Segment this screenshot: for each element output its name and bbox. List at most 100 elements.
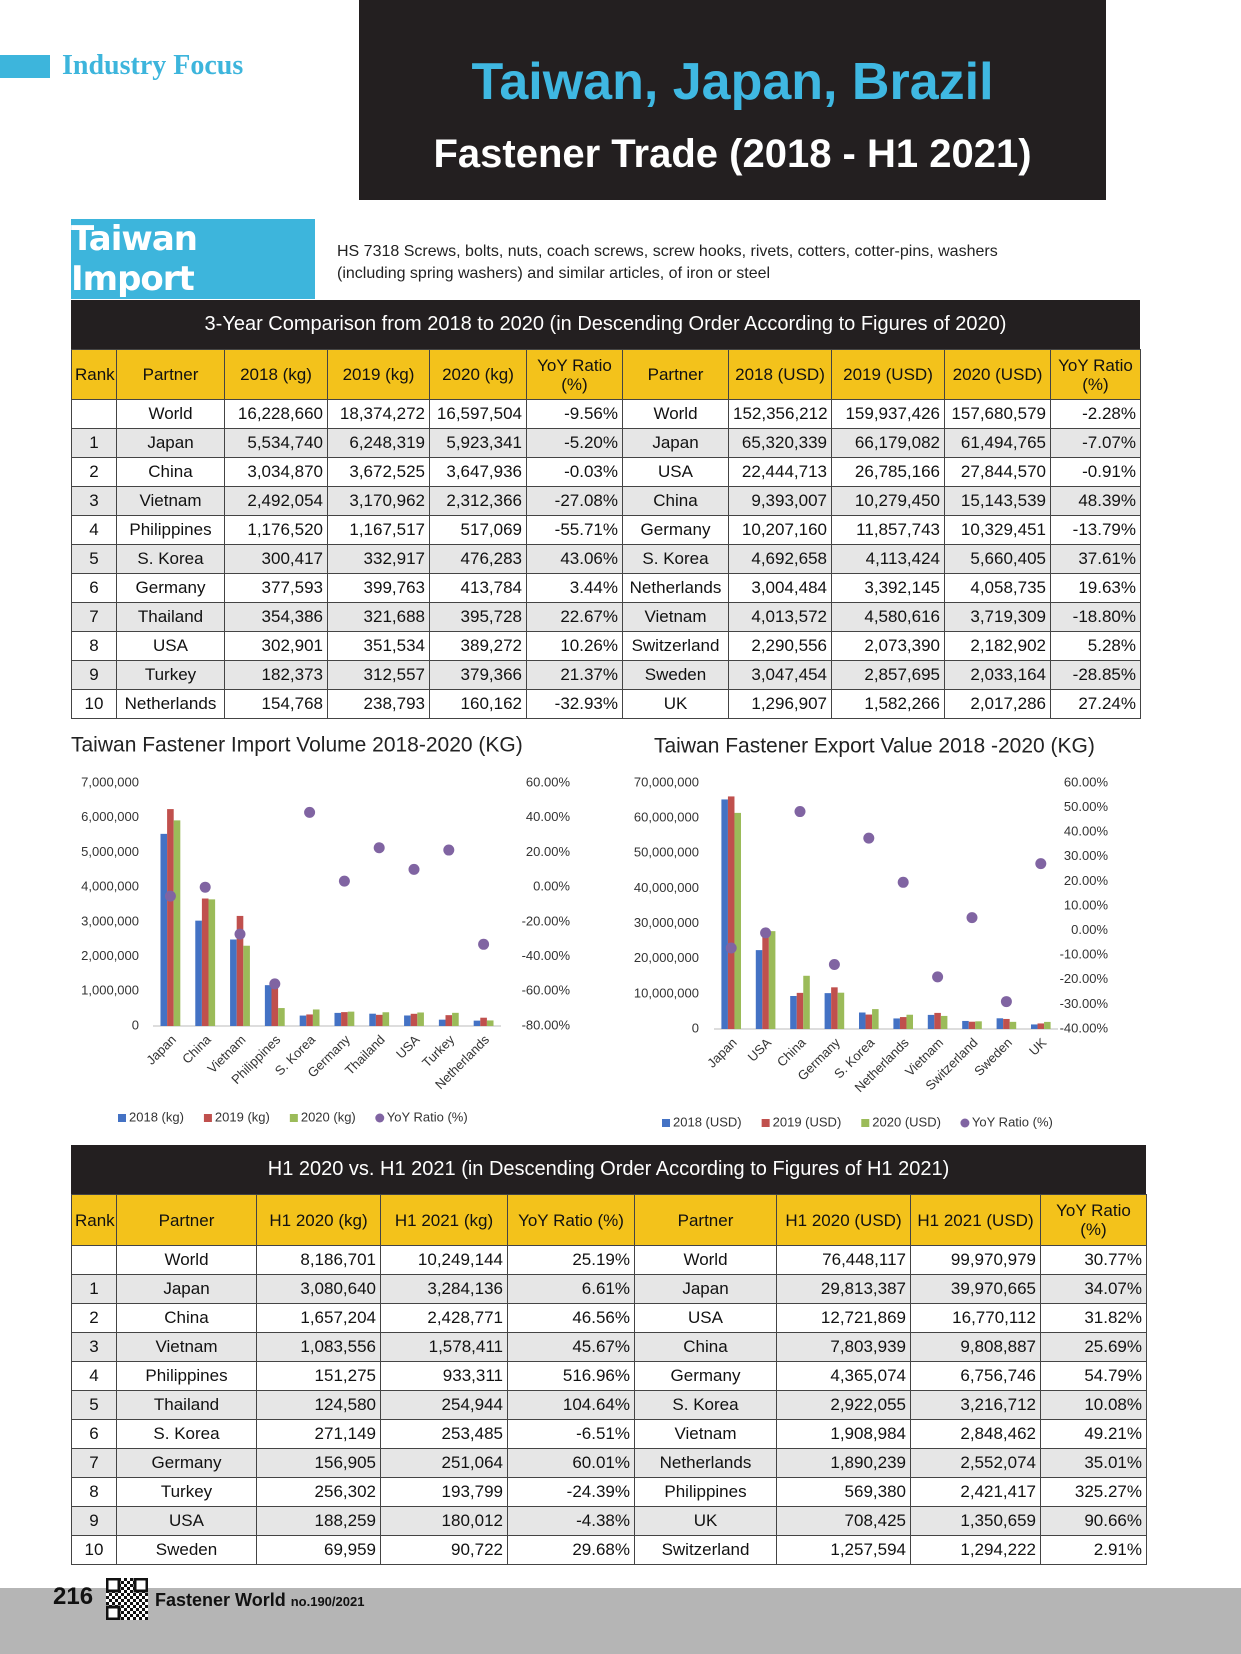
table-row: 4 Philippines 151,275 933,311 516.96% Germany…: [71, 1361, 1147, 1391]
column-header: YoY Ratio (%): [526, 349, 623, 400]
column-header: Partner: [116, 1194, 257, 1246]
cell: 25.19%: [507, 1245, 635, 1275]
legend-marker: [118, 1114, 126, 1122]
cell: 2,428,771: [380, 1303, 508, 1333]
cell: 2,492,054: [224, 486, 328, 516]
cell: 5,660,405: [944, 544, 1051, 574]
cell: 4: [71, 515, 117, 545]
cell: 19.63%: [1050, 573, 1141, 603]
legend-label: 2019 (kg): [215, 1109, 270, 1124]
cell: 4,365,074: [776, 1361, 911, 1391]
cell: 9,808,887: [910, 1332, 1041, 1362]
legend-marker: [203, 1114, 212, 1122]
title-box: Taiwan, Japan, Brazil Fastener Trade (20…: [359, 0, 1106, 200]
legend-label: YoY Ratio (%): [972, 1114, 1053, 1129]
cell: S. Korea: [622, 544, 729, 574]
yoy-dot: [1035, 858, 1047, 870]
cell: 1,083,556: [256, 1332, 381, 1362]
cell: 933,311: [380, 1361, 508, 1391]
column-header: Partner: [622, 349, 729, 400]
cell: Netherlands: [116, 689, 225, 719]
table-body: World 8,186,701 10,249,144 25.19% World 76,44…: [71, 1245, 1147, 1565]
bar: [934, 1012, 941, 1029]
bar: [243, 945, 250, 1026]
yoy-dot: [478, 938, 490, 950]
cell: 193,799: [380, 1477, 508, 1507]
bar: [734, 812, 742, 1029]
cell: 3,392,145: [831, 573, 945, 603]
cell: Philippines: [116, 515, 225, 545]
cell: 3.44%: [526, 573, 623, 603]
cell: 37.61%: [1050, 544, 1141, 574]
bar: [278, 1008, 285, 1026]
section-title: Taiwan Import: [71, 219, 315, 299]
y2-tick-label: 50.00%: [1064, 799, 1109, 814]
bar: [906, 1014, 914, 1029]
column-header: H1 2021 (kg): [380, 1194, 508, 1246]
cell: 1,257,594: [776, 1535, 911, 1565]
bar: [1003, 1018, 1010, 1029]
cell: [71, 1245, 117, 1275]
legend-marker: [861, 1119, 870, 1127]
yoy-dot: [164, 890, 176, 902]
cell: 3: [71, 486, 117, 516]
column-header: YoY Ratio (%): [1040, 1194, 1147, 1246]
cell: 8: [71, 1477, 117, 1507]
y2-tick-label: 60.00%: [526, 774, 571, 789]
cell: 5.28%: [1050, 631, 1141, 661]
cell: 1,582,266: [831, 689, 945, 719]
cell: -27.08%: [526, 486, 623, 516]
cell: Japan: [634, 1274, 777, 1304]
cell: 30.77%: [1040, 1245, 1147, 1275]
cell: 3: [71, 1332, 117, 1362]
cell: -28.85%: [1050, 660, 1141, 690]
header-row: Rank Partner H1 2020 (kg) H1 2021 (kg) YoY R…: [71, 1194, 1147, 1246]
cell: Vietnam: [634, 1419, 777, 1449]
column-header: YoY Ratio (%): [1050, 349, 1141, 400]
bar: [762, 934, 769, 1029]
cell: 99,970,979: [910, 1245, 1041, 1275]
cell: 6.61%: [507, 1274, 635, 1304]
x-tick-label: Sweden: [971, 1035, 1015, 1079]
table-row: 8 USA 302,901 351,534 389,272 10.26% Switzerla…: [71, 631, 1141, 661]
table-row: 5 Thailand 124,580 254,944 104.64% S. Korea 2,…: [71, 1390, 1147, 1420]
cell: 2,290,556: [728, 631, 832, 661]
cell: 6,248,319: [327, 428, 430, 458]
x-tick-label: Japan: [143, 1032, 179, 1068]
section-tag: Industry Focus: [62, 50, 244, 81]
y-tick-label: 40,000,000: [634, 880, 699, 895]
legend-label: 2018 (kg): [129, 1109, 184, 1124]
table-row: 8 Turkey 256,302 193,799 -24.39% Philippines 5…: [71, 1477, 1147, 1507]
cell: 251,064: [380, 1448, 508, 1478]
y2-tick-label: 30.00%: [1064, 848, 1109, 863]
cell: 7,803,939: [776, 1332, 911, 1362]
legend-label: 2020 (kg): [301, 1109, 356, 1124]
bar: [404, 1015, 411, 1026]
yoy-dot: [199, 881, 211, 893]
bar: [410, 1013, 418, 1026]
bar: [201, 898, 209, 1026]
cell: 8: [71, 631, 117, 661]
bar: [334, 1012, 342, 1026]
cell: 2,073,390: [831, 631, 945, 661]
yoy-dot: [408, 863, 420, 875]
cell: 516.96%: [507, 1361, 635, 1391]
cell: 66,179,082: [831, 428, 945, 458]
cell: 399,763: [327, 573, 430, 603]
cell: 5,923,341: [429, 428, 527, 458]
cell: 271,149: [256, 1419, 381, 1449]
cell: 1,167,517: [327, 515, 430, 545]
cell: 9: [71, 1506, 117, 1536]
x-tick-label: Japan: [704, 1035, 740, 1071]
y2-tick-label: -60.00%: [522, 983, 571, 998]
column-header: 2020 (USD): [944, 349, 1051, 400]
cell: 27,844,570: [944, 457, 1051, 487]
legend-marker: [375, 1113, 385, 1123]
cell: 3,047,454: [728, 660, 832, 690]
bar: [962, 1020, 969, 1029]
yoy-dot: [932, 971, 944, 983]
y2-tick-label: -10.00%: [1060, 947, 1109, 962]
cell: 10,329,451: [944, 515, 1051, 545]
magazine: Fastener World no.190/2021: [155, 1590, 364, 1611]
